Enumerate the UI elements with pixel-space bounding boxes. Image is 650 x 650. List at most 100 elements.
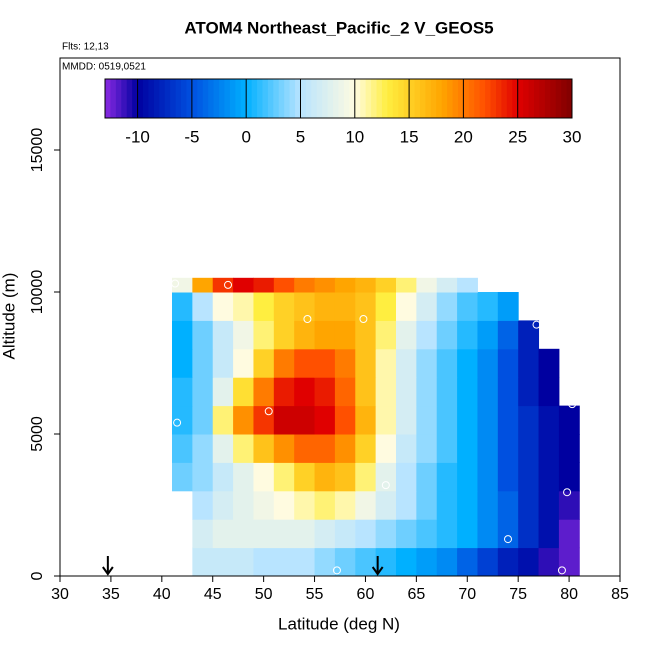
heat-cell	[436, 377, 458, 407]
x-tick-label: 80	[560, 586, 578, 603]
heat-cell	[355, 277, 377, 293]
heat-cell	[273, 292, 295, 321]
colorbar-swatch	[452, 79, 459, 118]
colorbar-swatch	[175, 79, 182, 118]
heat-cell	[477, 519, 499, 549]
heat-cell	[233, 490, 254, 520]
heat-cell	[212, 377, 234, 407]
heat-cell	[233, 405, 254, 435]
flight-point	[532, 320, 541, 329]
heat-cell	[334, 462, 356, 492]
heat-cell	[375, 519, 397, 549]
heat-cell	[212, 292, 234, 321]
heat-cell	[253, 405, 275, 435]
annotation: MMDD: 0519,0521	[62, 62, 146, 73]
flight-point	[563, 488, 572, 497]
heat-cell	[477, 490, 499, 520]
heat-cell	[314, 434, 336, 463]
colorbar-swatch	[246, 79, 253, 118]
heat-cell	[355, 348, 377, 378]
x-tick-label: 75	[509, 586, 527, 603]
heat-cell	[273, 348, 295, 378]
heat-cell	[314, 519, 336, 549]
heat-cell	[355, 377, 377, 407]
colorbar-swatch	[403, 79, 410, 118]
heat-cell	[375, 490, 397, 520]
heat-cell	[212, 519, 234, 549]
heat-cell	[436, 519, 458, 549]
colorbar-swatch	[251, 79, 258, 118]
heat-cell	[518, 519, 540, 549]
colorbar-tick-label: -10	[125, 127, 150, 146]
heat-cell	[334, 405, 356, 435]
heat-cell	[212, 490, 234, 520]
heat-cell	[212, 320, 234, 350]
heat-cell	[192, 377, 214, 407]
heat-cell	[436, 547, 458, 577]
colorbar-swatch	[419, 79, 426, 118]
heat-cell	[273, 377, 295, 407]
heat-cell	[396, 377, 417, 407]
heat-cell	[334, 292, 356, 321]
colorbar-swatch	[371, 79, 378, 118]
flight-point	[568, 400, 577, 409]
x-axis-label: Latitude (deg N)	[278, 614, 400, 633]
heat-cell	[192, 320, 214, 350]
heat-cell	[212, 277, 234, 293]
colorbar-swatch	[506, 79, 513, 118]
heat-cell	[212, 462, 234, 492]
colorbar-swatch	[137, 79, 144, 118]
colorbar-swatch	[333, 79, 339, 118]
colorbar-swatch	[311, 79, 318, 118]
colorbar-swatch	[105, 79, 111, 118]
heat-cell	[192, 519, 214, 549]
heat-cell	[192, 490, 214, 520]
y-tick-label: 10000	[29, 270, 46, 315]
heat-cell	[172, 434, 193, 463]
colorbar-swatch	[110, 79, 117, 118]
heat-cell	[436, 292, 458, 321]
heat-cell	[477, 320, 499, 350]
colorbar-swatch	[267, 79, 274, 118]
colorbar-swatch	[539, 79, 546, 118]
colorbar-swatch	[208, 79, 215, 118]
heat-cell	[294, 547, 316, 577]
heat-cell	[477, 377, 499, 407]
heat-cell	[396, 405, 417, 435]
heat-cell	[538, 348, 560, 378]
heat-cell	[192, 462, 214, 492]
heat-cell	[416, 292, 438, 321]
heat-cell	[334, 547, 356, 577]
colorbar-swatch	[284, 79, 291, 118]
colorbar-swatch	[501, 79, 508, 118]
flight-point	[303, 314, 312, 323]
heat-cell	[233, 519, 254, 549]
heat-cell	[273, 547, 295, 577]
heat-cell	[396, 348, 417, 378]
heat-cell	[172, 405, 193, 435]
colorbar-swatch	[517, 79, 524, 118]
colorbar-swatch	[262, 79, 269, 118]
colorbar-swatch	[273, 79, 280, 118]
y-tick-label: 0	[29, 571, 46, 580]
colorbar-swatch	[430, 79, 437, 118]
heat-cell	[294, 490, 316, 520]
colorbar-swatch	[436, 79, 443, 118]
heat-cell	[355, 405, 377, 435]
colorbar-swatch	[202, 79, 209, 118]
heat-cell	[457, 519, 478, 549]
heat-cell	[314, 547, 336, 577]
heat-cell	[416, 320, 438, 350]
flight-point	[332, 566, 341, 575]
heat-cell	[436, 434, 458, 463]
colorbar-swatch	[170, 79, 177, 118]
colorbar-swatch	[398, 79, 405, 118]
heat-cell	[538, 547, 560, 577]
heat-cell	[538, 519, 560, 549]
heat-cell	[518, 434, 540, 463]
heat-cell	[334, 434, 356, 463]
colorbar-swatch	[512, 79, 519, 118]
heat-cell	[396, 462, 417, 492]
colorbar-tick-label: 20	[454, 127, 473, 146]
colorbar-swatch	[295, 79, 301, 118]
